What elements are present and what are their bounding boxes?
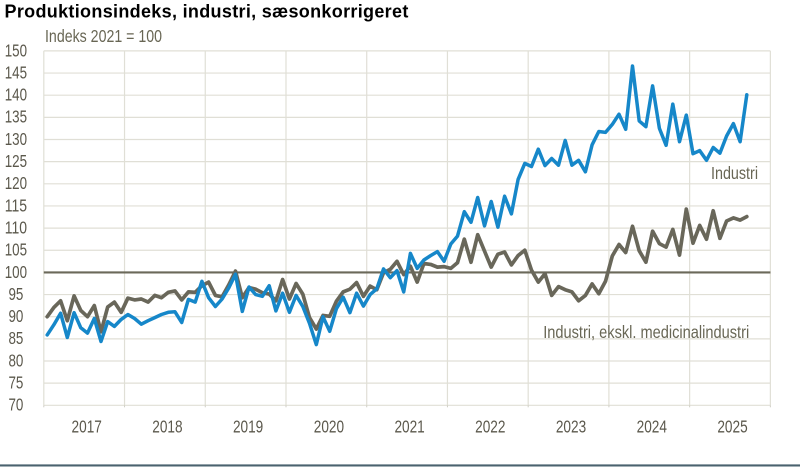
svg-text:130: 130: [5, 129, 28, 149]
svg-text:115: 115: [5, 195, 27, 215]
svg-text:90: 90: [8, 306, 23, 326]
svg-text:2023: 2023: [556, 416, 586, 436]
svg-text:100: 100: [5, 262, 28, 282]
svg-text:2019: 2019: [233, 416, 263, 436]
svg-text:2022: 2022: [475, 416, 505, 436]
svg-text:2018: 2018: [152, 416, 182, 436]
svg-text:2021: 2021: [394, 416, 424, 436]
svg-text:70: 70: [8, 395, 23, 415]
svg-text:125: 125: [5, 151, 27, 171]
svg-text:80: 80: [8, 350, 23, 370]
svg-text:135: 135: [5, 107, 27, 127]
svg-text:145: 145: [5, 62, 27, 82]
svg-text:85: 85: [8, 328, 23, 348]
svg-text:75: 75: [8, 373, 23, 393]
svg-text:2017: 2017: [72, 416, 102, 436]
svg-text:2020: 2020: [314, 416, 345, 436]
svg-text:120: 120: [5, 173, 28, 193]
svg-text:Industri, ekskl. medicinalindu: Industri, ekskl. medicinalindustri: [543, 322, 749, 342]
svg-text:105: 105: [5, 240, 27, 260]
svg-text:110: 110: [5, 218, 28, 238]
svg-text:2025: 2025: [717, 416, 747, 436]
svg-text:140: 140: [5, 85, 28, 105]
svg-text:Indeks 2021 = 100: Indeks 2021 = 100: [45, 26, 162, 46]
svg-text:2024: 2024: [637, 416, 668, 436]
svg-text:150: 150: [5, 40, 28, 60]
svg-text:95: 95: [8, 284, 23, 304]
svg-text:Industri: Industri: [711, 163, 758, 183]
svg-text:Produktionsindeks, industri, s: Produktionsindeks, industri, sæsonkorrig…: [5, 1, 409, 21]
